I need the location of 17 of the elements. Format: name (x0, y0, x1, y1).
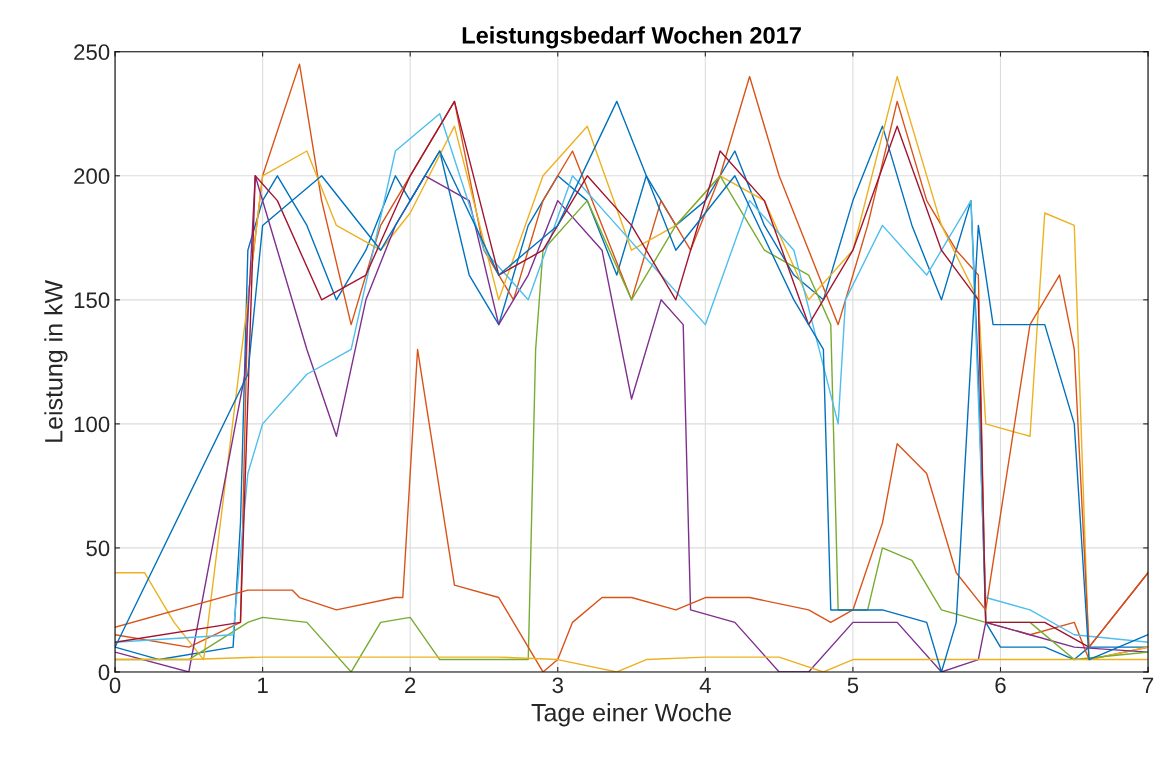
y-tick-label: 0 (98, 664, 110, 681)
x-tick-label: 5 (847, 677, 859, 694)
x-tick-label: 4 (699, 677, 711, 693)
x-tick-label: 0 (109, 677, 121, 694)
x-tick-label: 3 (552, 677, 563, 694)
x-tick-label: 6 (995, 677, 1006, 694)
x-tick-label: 1 (258, 677, 268, 693)
chart-title: Leistungsbedarf Wochen 2017 (462, 26, 801, 49)
y-tick-label: 250 (74, 44, 110, 61)
x-axis-title: Tage einer Woche (531, 703, 731, 727)
x-tick-label: 2 (405, 677, 416, 693)
x-tick-label: 7 (1143, 677, 1154, 693)
y-axis-title: Leistung in kW (44, 279, 68, 442)
y-tick-label: 100 (74, 416, 110, 433)
y-tick-label: 200 (74, 168, 110, 185)
y-tick-label: 50 (86, 540, 110, 557)
y-tick-label: 150 (74, 292, 110, 309)
